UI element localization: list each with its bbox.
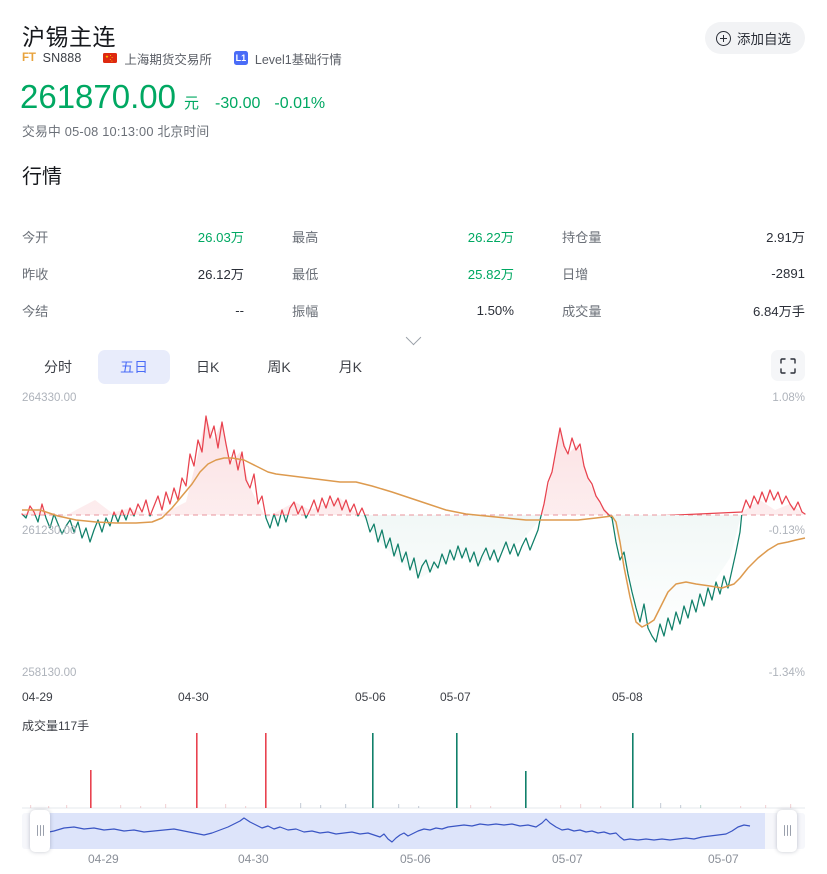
date-tick: 05-07 xyxy=(440,690,471,704)
date-tick: 04-29 xyxy=(22,690,53,704)
percent-axis-label-mid: -0.13% xyxy=(768,525,805,537)
tab-weekk[interactable]: 周K xyxy=(267,359,291,375)
minimap-date-tick: 05-07 xyxy=(552,852,583,866)
price-row: 261870.00 元 -30.00 -0.01% xyxy=(20,78,325,116)
ft-badge: FT xyxy=(22,52,36,64)
quote-cell: 日增 -2891 xyxy=(562,264,805,283)
quote-cell: 成交量 6.84万手 xyxy=(562,301,805,320)
range-slider-handle-left[interactable] xyxy=(30,810,50,852)
quote-value: -2891 xyxy=(771,266,805,281)
quote-cell: 最低 25.82万 xyxy=(292,264,562,283)
market-status-text: 交易中 05-08 10:13:00 北京时间 xyxy=(22,124,210,139)
last-price: 261870.00 xyxy=(20,78,176,115)
percent-axis-label-top: 1.08% xyxy=(772,392,805,404)
fullscreen-icon xyxy=(780,358,796,374)
quote-label: 振幅 xyxy=(292,304,319,319)
quote-cell: 今开 26.03万 xyxy=(22,227,292,246)
percent-axis-label-bottom: -1.34% xyxy=(768,667,805,679)
quote-value: -- xyxy=(235,303,244,318)
moving-average-line xyxy=(22,457,806,628)
currency-unit: 元 xyxy=(184,95,200,112)
level-badge: L1 xyxy=(233,51,248,65)
date-tick: 05-06 xyxy=(355,690,386,704)
quote-cell: 振幅 1.50% xyxy=(292,301,562,320)
price-chart[interactable]: 264330.00 261230.00 258130.00 1.08% -0.1… xyxy=(0,392,827,692)
range-slider-handle-right[interactable] xyxy=(777,810,797,852)
quote-cell: 最高 26.22万 xyxy=(292,227,562,246)
exchange-name: 上海期货交易所 xyxy=(124,52,212,67)
minimap-date-tick: 05-07 xyxy=(708,852,739,866)
minimap-date-axis: 04-29 04-30 05-06 05-07 05-07 xyxy=(0,852,827,870)
tab-monthk[interactable]: 月K xyxy=(338,359,363,375)
quote-value: 1.50% xyxy=(476,303,514,318)
price-axis-label-bottom: 258130.00 xyxy=(22,667,77,679)
quote-label: 持仓量 xyxy=(562,230,602,245)
price-chart-svg xyxy=(21,415,806,643)
minimap-line-svg xyxy=(43,817,751,843)
drag-handle-icon xyxy=(36,825,44,836)
price-line xyxy=(21,415,806,643)
quote-value: 26.22万 xyxy=(467,230,514,245)
quote-value: 6.84万手 xyxy=(752,304,805,319)
table-row: 昨收 26.12万 最低 25.82万 日增 -2891 xyxy=(22,255,805,292)
quote-label: 今结 xyxy=(22,304,49,319)
tab-wuri[interactable]: 五日 xyxy=(98,350,170,384)
security-code: SN888 xyxy=(42,51,82,65)
security-header: 沪锡主连 FT SN888 上海期货交易所 L1 Level1基础行情 添加自选… xyxy=(0,0,827,150)
quote-table: 今开 26.03万 最高 26.22万 持仓量 2.91万 昨收 26.12万 … xyxy=(22,218,805,329)
price-axis-label-top: 264330.00 xyxy=(22,392,77,404)
security-title-row: 沪锡主连 xyxy=(22,18,116,52)
quote-label: 日增 xyxy=(562,267,589,282)
table-row: 今开 26.03万 最高 26.22万 持仓量 2.91万 xyxy=(22,218,805,255)
table-row: 今结 -- 振幅 1.50% 成交量 6.84万手 xyxy=(22,292,805,329)
plus-circle-icon xyxy=(716,30,731,46)
minimap-date-tick: 05-06 xyxy=(400,852,431,866)
security-meta-badges: FT SN888 上海期货交易所 L1 Level1基础行情 xyxy=(22,50,342,67)
price-axis-label-mid: 261230.00 xyxy=(22,525,77,537)
chart-area-fill-down xyxy=(22,515,805,642)
range-slider-selection[interactable] xyxy=(40,813,765,849)
chart-area-fill-up xyxy=(22,416,805,515)
quote-label: 最高 xyxy=(292,230,319,245)
chart-period-tabs: 分时 五日 日K 周K 月K xyxy=(22,350,384,384)
tab-fenshi[interactable]: 分时 xyxy=(44,359,72,375)
minimap-date-tick: 04-29 xyxy=(88,852,119,866)
quote-value: 25.82万 xyxy=(467,267,514,282)
add-to-watchlist-label: 添加自选 xyxy=(737,32,791,47)
quote-label: 今开 xyxy=(22,230,49,245)
security-name: 沪锡主连 xyxy=(22,24,116,50)
minimap-price-line xyxy=(43,817,751,843)
quote-value: 26.12万 xyxy=(197,267,244,282)
level-text: Level1基础行情 xyxy=(254,52,342,67)
range-slider[interactable] xyxy=(22,810,805,852)
volume-chart xyxy=(0,692,827,813)
volume-bars xyxy=(90,692,634,808)
quote-section-title: 行情 xyxy=(22,166,62,188)
volume-chart-svg xyxy=(22,692,805,809)
tab-dayk[interactable]: 日K xyxy=(196,359,220,375)
drag-handle-icon xyxy=(783,825,791,836)
price-change: -30.00 xyxy=(215,95,261,112)
add-to-watchlist-button[interactable]: 添加自选 xyxy=(705,22,805,54)
date-tick: 04-30 xyxy=(178,690,209,704)
quote-label: 昨收 xyxy=(22,267,49,282)
quote-cell: 持仓量 2.91万 xyxy=(562,227,805,246)
quote-label: 成交量 xyxy=(562,304,602,319)
quote-cell: 今结 -- xyxy=(22,301,292,320)
expand-quote-button[interactable] xyxy=(0,329,827,348)
date-tick: 05-08 xyxy=(612,690,643,704)
chart-date-axis: 04-29 04-30 05-06 05-07 05-08 xyxy=(0,690,827,712)
quote-label: 最低 xyxy=(292,267,319,282)
volume-label: 成交量117手 xyxy=(22,719,90,733)
fullscreen-button[interactable] xyxy=(771,350,805,381)
cn-flag-icon xyxy=(103,53,118,63)
minimap-date-tick: 04-30 xyxy=(238,852,269,866)
chevron-down-icon xyxy=(405,329,422,346)
quote-value: 26.03万 xyxy=(197,230,244,245)
quote-cell: 昨收 26.12万 xyxy=(22,264,292,283)
price-change-percent: -0.01% xyxy=(274,95,326,112)
quote-value: 2.91万 xyxy=(766,230,805,245)
volume-micro-bars xyxy=(30,803,792,808)
